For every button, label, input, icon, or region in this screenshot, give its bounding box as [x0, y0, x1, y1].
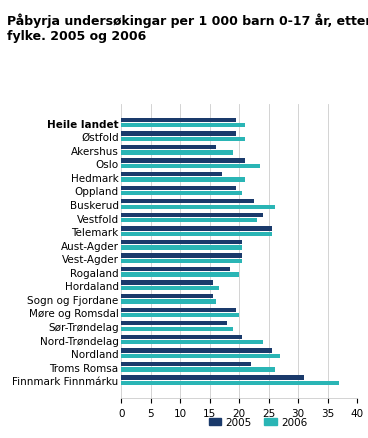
Bar [121, 240, 242, 244]
Bar [121, 232, 272, 237]
Bar [121, 308, 236, 312]
Bar [121, 246, 242, 250]
Bar [121, 227, 272, 231]
Bar [121, 178, 245, 182]
Bar [121, 313, 239, 318]
Bar [121, 335, 242, 339]
Bar [121, 213, 263, 218]
Bar [121, 362, 251, 366]
Bar [121, 132, 236, 136]
Bar [121, 219, 257, 223]
Bar [121, 294, 213, 299]
Bar [121, 118, 236, 123]
Bar [121, 124, 245, 128]
Bar [121, 349, 272, 353]
Bar [121, 340, 263, 345]
Bar [121, 191, 242, 196]
Bar [121, 200, 254, 204]
Bar [121, 286, 219, 290]
Legend: 2005, 2006: 2005, 2006 [205, 413, 311, 431]
Bar [121, 281, 213, 285]
Bar [121, 145, 216, 150]
Bar [121, 173, 222, 177]
Bar [121, 254, 242, 258]
Bar [121, 321, 227, 326]
Bar [121, 186, 236, 191]
Bar [121, 354, 280, 358]
Bar [121, 259, 242, 264]
Bar [121, 159, 245, 163]
Bar [121, 151, 233, 155]
Bar [121, 300, 216, 304]
Bar [121, 273, 239, 277]
Bar [121, 375, 304, 380]
Bar [121, 267, 230, 272]
Text: Påbyrja undersøkingar per 1 000 barn 0-17 år, etter
fylke. 2005 og 2006: Påbyrja undersøkingar per 1 000 barn 0-1… [7, 13, 368, 42]
Bar [121, 367, 275, 372]
Bar [121, 164, 260, 169]
Bar [121, 205, 275, 209]
Bar [121, 327, 233, 331]
Bar [121, 138, 245, 142]
Bar [121, 381, 339, 385]
